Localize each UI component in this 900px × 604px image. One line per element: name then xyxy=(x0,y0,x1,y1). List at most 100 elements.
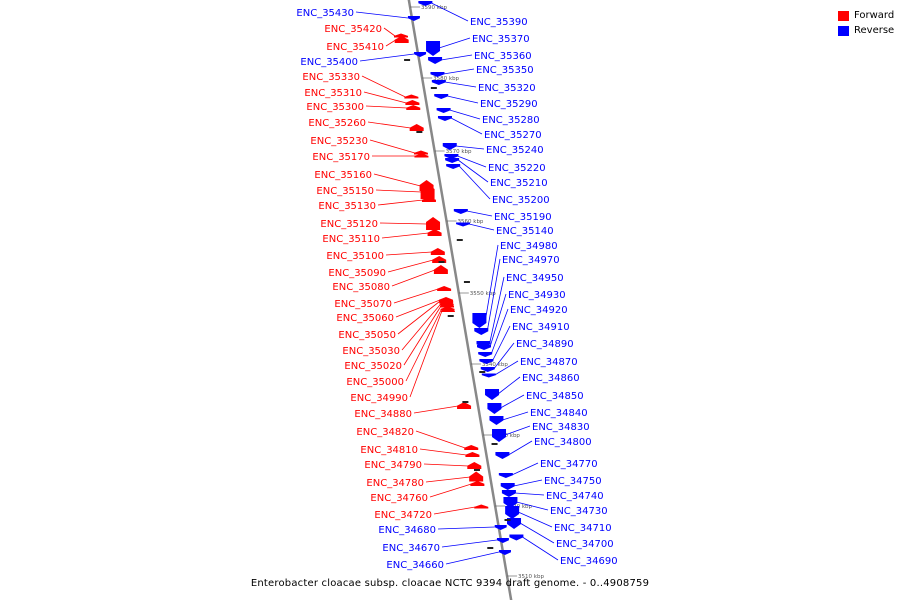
forward-gene-feature[interactable] xyxy=(470,481,485,486)
reverse-gene-label[interactable]: ENC_34870 xyxy=(520,357,578,368)
forward-gene-label[interactable]: ENC_35300 xyxy=(306,102,364,113)
reverse-gene-label[interactable]: ENC_35370 xyxy=(472,34,530,45)
reverse-gene-label[interactable]: ENC_35240 xyxy=(486,145,544,156)
forward-gene-label[interactable]: ENC_34810 xyxy=(360,445,418,456)
reverse-gene-label[interactable]: ENC_34770 xyxy=(540,459,598,470)
reverse-gene-label[interactable]: ENC_35390 xyxy=(470,17,528,28)
reverse-gene-label[interactable]: ENC_34980 xyxy=(500,241,558,252)
forward-gene-feature[interactable] xyxy=(469,471,484,482)
reverse-gene-feature[interactable] xyxy=(489,416,504,425)
reverse-gene-label[interactable]: ENC_34850 xyxy=(526,391,584,402)
reverse-gene-feature[interactable] xyxy=(430,72,445,77)
reverse-gene-label[interactable]: ENC_34700 xyxy=(556,539,614,550)
forward-gene-label[interactable]: ENC_35410 xyxy=(326,42,384,53)
forward-gene-feature[interactable] xyxy=(393,33,408,38)
forward-gene-label[interactable]: ENC_35110 xyxy=(322,234,380,245)
reverse-gene-feature[interactable] xyxy=(503,497,518,508)
forward-gene-feature[interactable] xyxy=(409,124,424,131)
reverse-gene-label[interactable]: ENC_35220 xyxy=(488,163,546,174)
reverse-gene-feature[interactable] xyxy=(476,341,491,348)
forward-gene-label[interactable]: ENC_35130 xyxy=(318,201,376,212)
forward-gene-label[interactable]: ENC_35080 xyxy=(332,282,390,293)
reverse-gene-feature[interactable] xyxy=(481,373,496,378)
reverse-gene-feature[interactable] xyxy=(407,16,420,21)
forward-gene-feature[interactable] xyxy=(439,301,454,306)
forward-gene-label[interactable]: ENC_35230 xyxy=(310,136,368,147)
reverse-gene-label[interactable]: ENC_35140 xyxy=(496,226,554,237)
reverse-gene-label[interactable]: ENC_34750 xyxy=(544,476,602,487)
reverse-gene-feature[interactable] xyxy=(477,345,492,350)
reverse-gene-label[interactable]: ENC_35200 xyxy=(492,195,550,206)
reverse-gene-feature[interactable] xyxy=(480,367,495,372)
reverse-gene-feature[interactable] xyxy=(436,108,451,113)
reverse-gene-label[interactable]: ENC_35320 xyxy=(478,83,536,94)
reverse-gene-label[interactable]: ENC_34930 xyxy=(508,290,566,301)
reverse-gene-label[interactable]: ENC_34920 xyxy=(510,305,568,316)
forward-gene-label[interactable]: ENC_35060 xyxy=(336,313,394,324)
forward-gene-feature[interactable] xyxy=(413,150,428,155)
reverse-gene-label[interactable]: ENC_34680 xyxy=(378,525,436,536)
reverse-gene-label[interactable]: ENC_35290 xyxy=(480,99,538,110)
forward-gene-feature[interactable] xyxy=(433,265,448,274)
reverse-gene-feature[interactable] xyxy=(478,352,493,357)
reverse-gene-feature[interactable] xyxy=(505,506,520,519)
forward-gene-feature[interactable] xyxy=(440,306,455,311)
reverse-gene-feature[interactable] xyxy=(507,518,522,529)
reverse-gene-label[interactable]: ENC_35210 xyxy=(490,178,548,189)
reverse-gene-label[interactable]: ENC_34710 xyxy=(554,523,612,534)
forward-gene-feature[interactable] xyxy=(430,248,445,255)
reverse-gene-feature[interactable] xyxy=(426,41,441,56)
reverse-gene-feature[interactable] xyxy=(487,403,502,414)
forward-gene-feature[interactable] xyxy=(414,153,429,158)
reverse-gene-label[interactable]: ENC_34740 xyxy=(546,491,604,502)
reverse-gene-label[interactable]: ENC_34660 xyxy=(386,560,444,571)
reverse-gene-feature[interactable] xyxy=(500,483,515,490)
reverse-gene-label[interactable]: ENC_35350 xyxy=(476,65,534,76)
forward-gene-label[interactable]: ENC_35050 xyxy=(338,330,396,341)
forward-gene-feature[interactable] xyxy=(420,184,435,199)
reverse-gene-feature[interactable] xyxy=(492,429,507,442)
reverse-gene-label[interactable]: ENC_34690 xyxy=(560,556,618,567)
forward-gene-feature[interactable] xyxy=(405,100,420,105)
forward-gene-label[interactable]: ENC_35330 xyxy=(302,72,360,83)
forward-gene-label[interactable]: ENC_34760 xyxy=(370,493,428,504)
reverse-gene-feature[interactable] xyxy=(498,473,513,478)
reverse-gene-feature[interactable] xyxy=(442,143,457,150)
reverse-gene-feature[interactable] xyxy=(428,57,443,64)
reverse-gene-feature[interactable] xyxy=(437,116,452,121)
forward-gene-feature[interactable] xyxy=(465,452,480,457)
forward-gene-label[interactable]: ENC_35070 xyxy=(334,299,392,310)
reverse-gene-feature[interactable] xyxy=(431,80,446,85)
reverse-gene-feature[interactable] xyxy=(496,538,509,543)
reverse-gene-label[interactable]: ENC_35430 xyxy=(296,8,354,19)
reverse-gene-label[interactable]: ENC_34730 xyxy=(550,506,608,517)
forward-gene-label[interactable]: ENC_35260 xyxy=(308,118,366,129)
forward-gene-label[interactable]: ENC_35100 xyxy=(326,251,384,262)
reverse-gene-label[interactable]: ENC_35270 xyxy=(484,130,542,141)
reverse-gene-feature[interactable] xyxy=(472,313,487,328)
forward-gene-label[interactable]: ENC_34780 xyxy=(366,478,424,489)
forward-gene-feature[interactable] xyxy=(440,303,455,308)
reverse-gene-label[interactable]: ENC_34830 xyxy=(532,422,590,433)
reverse-gene-feature[interactable] xyxy=(509,534,524,541)
forward-gene-feature[interactable] xyxy=(467,462,482,469)
reverse-gene-label[interactable]: ENC_34860 xyxy=(522,373,580,384)
forward-gene-label[interactable]: ENC_34720 xyxy=(374,510,432,521)
forward-gene-feature[interactable] xyxy=(404,94,419,99)
forward-gene-label[interactable]: ENC_34790 xyxy=(364,460,422,471)
forward-gene-feature[interactable] xyxy=(437,286,452,291)
forward-gene-feature[interactable] xyxy=(421,197,436,202)
forward-gene-label[interactable]: ENC_35030 xyxy=(342,346,400,357)
forward-gene-label[interactable]: ENC_35310 xyxy=(304,88,362,99)
forward-gene-label[interactable]: ENC_35160 xyxy=(314,170,372,181)
forward-gene-label[interactable]: ENC_35000 xyxy=(346,377,404,388)
forward-gene-feature[interactable] xyxy=(474,504,489,509)
forward-gene-label[interactable]: ENC_34820 xyxy=(356,427,414,438)
forward-gene-label[interactable]: ENC_35170 xyxy=(312,152,370,163)
forward-gene-label[interactable]: ENC_34990 xyxy=(350,393,408,404)
reverse-gene-feature[interactable] xyxy=(479,359,494,364)
reverse-gene-label[interactable]: ENC_34950 xyxy=(506,273,564,284)
reverse-gene-feature[interactable] xyxy=(414,52,427,57)
forward-gene-feature[interactable] xyxy=(464,445,479,450)
